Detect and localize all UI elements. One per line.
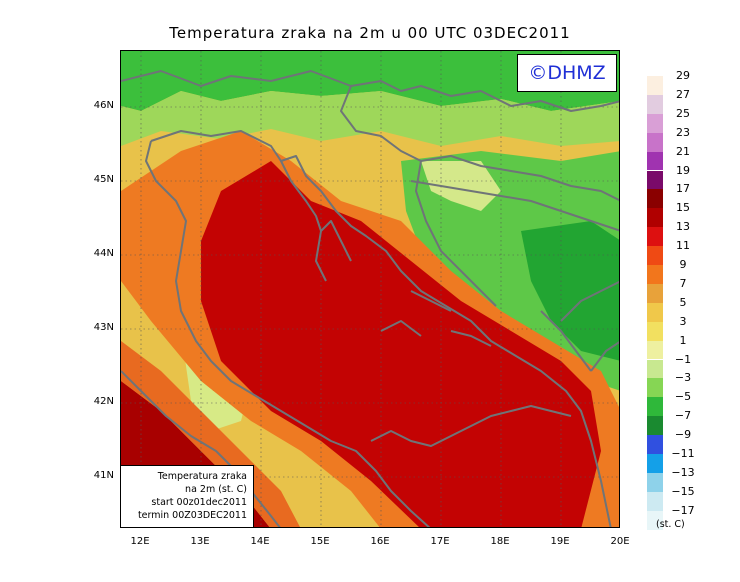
legend-label: 7 [679,276,687,290]
legend-swatch [647,510,663,530]
legend-swatch [647,76,663,95]
map-title: Temperatura zraka na 2m u 00 UTC 03DEC20… [169,24,571,42]
legend-swatch [647,472,663,492]
legend-label: −17 [671,503,695,517]
legend-swatch [647,151,663,171]
legend-label: 19 [676,163,690,177]
legend-swatch [647,454,663,473]
lon-tick-20e: 20E [610,536,630,547]
tyrrhenian-orange-band [121,341,300,527]
lat-tick-42n: 42N [93,396,114,407]
legend-label: 25 [676,106,690,120]
legend-label: 13 [676,220,690,234]
legend-label: 21 [676,144,690,158]
info-box: Temperatura zraka na 2m (st. C) start 00… [120,465,254,528]
lon-tick-18e: 18E [490,536,510,547]
map-grid [121,51,619,527]
legend-swatch [647,208,663,228]
adriatic-warm-sea [201,161,601,527]
legend-swatch [647,397,663,417]
lon-tick-19e: 19E [550,536,570,547]
legend-swatch [647,491,663,511]
legend-swatch [647,246,663,265]
lat-tick-46n: 46N [93,100,114,111]
legend-swatch [647,416,663,436]
legend-label: −15 [671,484,695,498]
legend-label: −13 [671,465,695,479]
legend-label: 3 [679,314,687,328]
copyright-badge: ©DHMZ [517,54,617,92]
info-line-variable: Temperatura zraka [157,471,247,482]
legend-unit: (st. C) [656,519,685,530]
lat-tick-43n: 43N [93,322,114,333]
legend-label: 17 [676,182,690,196]
temperature-map [120,50,620,528]
legend-label: 27 [676,87,690,101]
legend-swatch [647,189,663,209]
legend-label: −7 [674,409,692,423]
legend-label: 11 [676,239,690,253]
legend-label: 5 [679,295,687,309]
info-line-termin: termin 00Z03DEC2011 [137,510,247,521]
coastlines [121,130,612,527]
lat-tick-45n: 45N [93,174,114,185]
legend-swatch [647,340,663,360]
lon-tick-17e: 17E [430,536,450,547]
lat-tick-44n: 44N [93,248,114,259]
legend-swatch [647,94,663,114]
legend-label: 15 [676,201,690,215]
lon-tick-13e: 13E [190,536,210,547]
legend-label: 29 [676,69,690,82]
legend-label: −3 [674,371,692,385]
lon-tick-12e: 12E [130,536,150,547]
legend-label: 1 [679,333,687,347]
legend-swatch [647,378,663,398]
alps-cold-region [121,51,619,111]
lon-tick-14e: 14E [250,536,270,547]
legend-swatch [647,435,663,454]
legend-label: −5 [674,390,692,404]
legend-swatch [647,302,663,322]
info-line-start: start 00z01dec2011 [151,497,247,508]
legend-label: −1 [674,352,692,366]
legend-label: 9 [679,258,687,271]
legend-swatch [647,113,663,133]
info-line-unit: na 2m (st. C) [185,484,247,495]
legend-swatch [647,170,663,190]
legend-swatch [647,265,663,284]
legend-swatch [647,227,663,247]
legend-label: −11 [671,447,695,460]
legend-swatch [647,132,663,152]
country-borders [121,70,619,372]
lat-tick-41n: 41N [93,470,114,481]
legend-swatch [647,283,663,303]
legend-swatch [647,321,663,341]
legend-label: 23 [676,125,690,139]
legend-swatch [647,359,663,379]
balkan-deep-cold-region [521,221,619,361]
lon-tick-16e: 16E [370,536,390,547]
legend-label: −9 [674,428,692,442]
lon-tick-15e: 15E [310,536,330,547]
